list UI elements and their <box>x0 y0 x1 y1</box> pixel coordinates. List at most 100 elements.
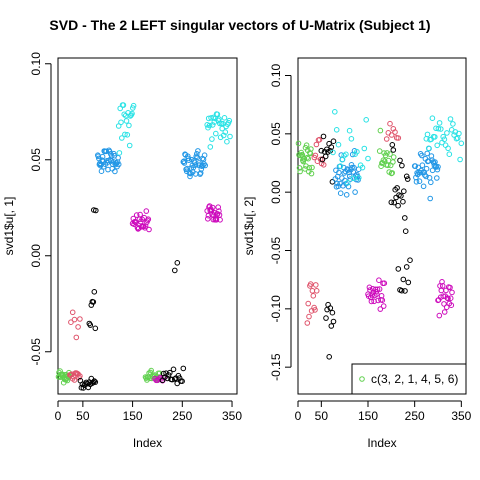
data-point <box>352 189 358 195</box>
data-point <box>381 280 388 287</box>
data-point <box>427 195 434 202</box>
data-point <box>376 148 383 154</box>
data-point <box>445 145 451 152</box>
data-point <box>184 165 190 172</box>
data-point <box>164 375 171 382</box>
data-point <box>424 150 431 157</box>
data-point <box>300 158 307 165</box>
data-point <box>209 136 215 142</box>
data-point <box>305 155 312 162</box>
x-axis-title: Index <box>367 436 396 450</box>
data-point <box>395 266 402 272</box>
data-points <box>55 102 233 391</box>
data-point <box>195 148 201 154</box>
data-point <box>120 102 127 108</box>
data-point <box>297 168 303 175</box>
data-point <box>400 276 407 283</box>
data-point <box>444 130 450 136</box>
data-point <box>202 162 208 169</box>
data-point <box>413 179 420 185</box>
data-point <box>356 175 362 181</box>
data-point <box>443 304 450 311</box>
data-point <box>309 164 315 171</box>
data-point <box>179 378 185 385</box>
data-point <box>335 141 342 148</box>
data-point <box>390 159 396 165</box>
data-point <box>68 319 74 326</box>
data-point <box>441 309 448 315</box>
data-point <box>458 140 465 147</box>
data-point <box>457 156 463 163</box>
y-axis-title: svd1$u[, 1] <box>2 197 16 256</box>
x-tick-label: 50 <box>76 409 90 423</box>
x-tick-label: 50 <box>315 409 329 423</box>
x-axis: 0 50 150 250 350 <box>295 400 472 423</box>
x-axis: 0 50 150 250 350 <box>55 400 242 423</box>
data-point <box>180 159 187 165</box>
data-point <box>351 164 357 171</box>
data-point <box>332 109 338 115</box>
data-point <box>448 302 455 309</box>
data-point <box>441 301 447 307</box>
data-point <box>380 303 387 309</box>
data-point <box>308 170 315 177</box>
data-point <box>407 257 413 264</box>
data-point <box>73 334 80 341</box>
data-point <box>194 151 200 157</box>
data-point <box>126 122 132 129</box>
data-point <box>170 366 177 373</box>
plot-frame <box>297 57 467 395</box>
data-point <box>126 142 133 149</box>
data-point <box>306 313 312 320</box>
data-point <box>301 155 308 162</box>
data-point <box>395 202 401 209</box>
data-point <box>412 163 419 169</box>
data-point <box>227 133 233 140</box>
x-tick-label: 0 <box>295 409 302 423</box>
data-point <box>160 370 167 377</box>
data-point <box>329 309 336 316</box>
data-points <box>295 109 465 360</box>
data-point <box>167 369 173 376</box>
data-point <box>329 179 336 185</box>
data-point <box>90 379 97 386</box>
x-tick-label: 0 <box>55 409 62 423</box>
data-point <box>389 142 396 148</box>
data-point <box>363 117 370 123</box>
data-point <box>87 322 94 328</box>
data-point <box>224 138 230 145</box>
data-point <box>207 144 214 150</box>
data-point <box>187 173 193 180</box>
y-tick-label: -0.15 <box>269 353 283 381</box>
data-point <box>387 151 393 157</box>
data-point <box>391 199 398 206</box>
x-tick-label: 350 <box>222 409 242 423</box>
data-point <box>337 163 344 169</box>
data-point <box>366 284 373 291</box>
data-point <box>310 293 317 299</box>
data-point <box>308 146 314 152</box>
data-point <box>209 122 216 128</box>
data-point <box>214 111 221 118</box>
data-point <box>215 204 221 210</box>
data-point <box>447 284 453 291</box>
data-point <box>330 149 336 156</box>
data-point <box>118 119 124 126</box>
legend-label: c(3, 2, 1, 4, 5, 6) <box>371 372 458 386</box>
data-point <box>221 115 228 121</box>
data-point <box>194 154 201 161</box>
data-point <box>186 157 192 163</box>
y-axis: -0.15 -0.10 -0.05 0.00 0.05 0.10 <box>269 63 292 381</box>
data-point <box>436 312 443 319</box>
data-point <box>205 212 212 219</box>
data-point <box>304 320 311 326</box>
data-point <box>216 208 222 214</box>
data-point <box>319 156 326 163</box>
data-point <box>402 215 408 221</box>
data-point <box>403 173 410 180</box>
data-point <box>92 379 99 385</box>
data-point <box>148 367 154 374</box>
data-point <box>320 162 327 168</box>
data-point <box>206 122 213 129</box>
